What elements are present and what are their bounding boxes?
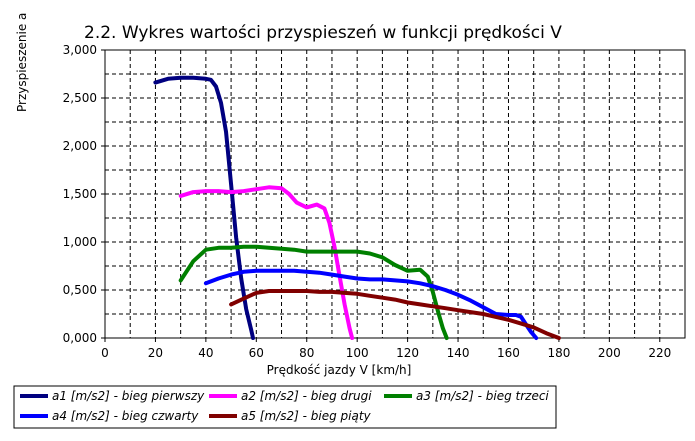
series-layer xyxy=(153,75,561,340)
y-tick-label: 1,000 xyxy=(63,235,97,249)
y-tick-label: 2,000 xyxy=(63,139,97,153)
legend-label-a2: a2 [m/s2] - bieg drugi xyxy=(241,389,372,403)
y-axis-label: Przyspieszenie a xyxy=(15,13,29,112)
x-tick-label: 200 xyxy=(598,346,621,360)
tick-layer: 0 20 40 60 80 100 120 140 160 180 200 220 0,000 0,500… xyxy=(63,43,672,360)
x-tick-label: 60 xyxy=(249,346,264,360)
legend-label-a3: a3 [m/s2] - bieg trzeci xyxy=(416,389,549,403)
x-axis-label: Prędkość jazdy V [km/h] xyxy=(267,363,412,377)
series-line-a4 xyxy=(203,268,539,340)
x-tick-label: 140 xyxy=(447,346,470,360)
x-tick-label: 220 xyxy=(648,346,671,360)
grid-layer xyxy=(105,50,685,338)
x-tick-label: 180 xyxy=(547,346,570,360)
y-tick-label: 0,000 xyxy=(63,331,97,345)
legend-label-a4: a4 [m/s2] - bieg czwarty xyxy=(52,409,199,423)
x-tick-label: 80 xyxy=(299,346,314,360)
legend-label-a1: a1 [m/s2] - bieg pierwszy xyxy=(52,389,205,403)
y-tick-label: 1,500 xyxy=(63,187,97,201)
series-line-a2 xyxy=(178,185,355,340)
y-tick-label: 0,500 xyxy=(63,283,97,297)
legend-box xyxy=(13,385,557,429)
chart-title: 2.2. Wykres wartości przyspieszeń w funk… xyxy=(84,23,562,43)
x-tick-label: 40 xyxy=(198,346,213,360)
x-tick-label: 120 xyxy=(396,346,419,360)
x-tick-label: 100 xyxy=(346,346,369,360)
y-tick-label: 2,500 xyxy=(63,91,97,105)
series-line-a3 xyxy=(178,244,449,340)
y-tick-label: 3,000 xyxy=(63,43,97,57)
legend-label-a5: a5 [m/s2] - bieg piąty xyxy=(241,409,372,423)
series-line-a5 xyxy=(229,289,561,340)
x-tick-label: 20 xyxy=(148,346,163,360)
x-tick-label: 160 xyxy=(497,346,520,360)
legend: a1 [m/s2] - bieg pierwszy a2 [m/s2] - bie… xyxy=(20,389,549,423)
x-tick-label: 0 xyxy=(101,346,109,360)
